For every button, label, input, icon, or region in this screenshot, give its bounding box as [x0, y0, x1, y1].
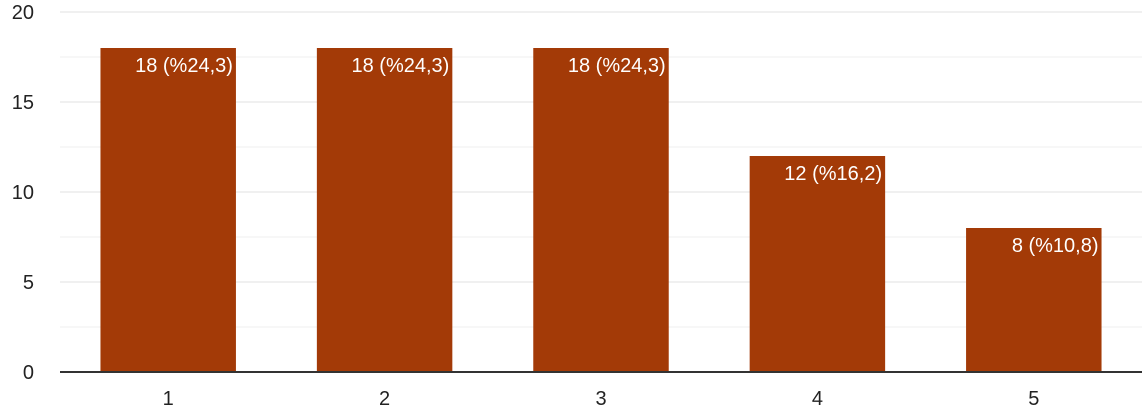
bar-data-label: 12 (%16,2): [784, 163, 882, 185]
bar-labels: 18 (%24,3) 18 (%24,3) 18 (%24,3) 12 (%16,2)…: [135, 55, 1098, 257]
y-tick-label: 10: [12, 182, 34, 204]
bars: [100, 48, 1102, 372]
x-tick-label: 3: [595, 388, 606, 410]
bar: [966, 228, 1102, 372]
bar-data-label: 18 (%24,3): [568, 55, 666, 77]
bar-data-label: 18 (%24,3): [135, 55, 233, 77]
bar-data-label: 8 (%10,8): [1012, 235, 1099, 257]
x-tick-label: 1: [163, 388, 174, 410]
y-tick-label: 15: [12, 92, 34, 114]
x-tick-label: 5: [1028, 388, 1039, 410]
x-tick-label: 2: [379, 388, 390, 410]
x-tick-label: 4: [812, 388, 823, 410]
y-axis-ticks: 0 5 10 15 20: [12, 2, 34, 384]
bar: [316, 48, 453, 372]
bar: [100, 48, 236, 372]
x-axis-ticks: 1 2 3 4 5: [163, 388, 1040, 410]
y-tick-label: 20: [12, 2, 34, 24]
y-tick-label: 5: [23, 272, 34, 294]
bar: [533, 48, 669, 372]
bar-data-label: 18 (%24,3): [351, 55, 449, 77]
y-tick-label: 0: [23, 362, 34, 384]
bar: [749, 156, 886, 372]
